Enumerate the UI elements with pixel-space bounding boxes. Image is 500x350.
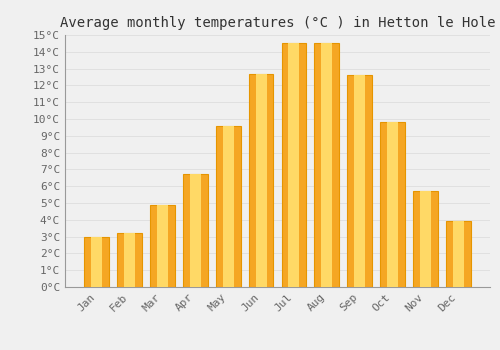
Bar bbox=[216, 126, 240, 287]
Bar bbox=[157, 205, 168, 287]
Title: Average monthly temperatures (°C ) in Hetton le Hole: Average monthly temperatures (°C ) in He… bbox=[60, 16, 495, 30]
Bar bbox=[222, 126, 234, 287]
Bar bbox=[124, 233, 135, 287]
Bar bbox=[314, 43, 339, 287]
Bar bbox=[387, 122, 398, 287]
Bar bbox=[322, 43, 332, 287]
Bar bbox=[256, 74, 266, 287]
Bar bbox=[84, 237, 109, 287]
Bar bbox=[446, 222, 470, 287]
Bar bbox=[354, 75, 366, 287]
Bar bbox=[150, 205, 174, 287]
Bar bbox=[413, 191, 438, 287]
Bar bbox=[348, 75, 372, 287]
Bar bbox=[288, 43, 300, 287]
Bar bbox=[380, 122, 405, 287]
Bar bbox=[91, 237, 102, 287]
Bar bbox=[117, 233, 142, 287]
Bar bbox=[420, 191, 431, 287]
Bar bbox=[453, 222, 464, 287]
Bar bbox=[183, 174, 208, 287]
Bar bbox=[248, 74, 274, 287]
Bar bbox=[282, 43, 306, 287]
Bar bbox=[190, 174, 201, 287]
